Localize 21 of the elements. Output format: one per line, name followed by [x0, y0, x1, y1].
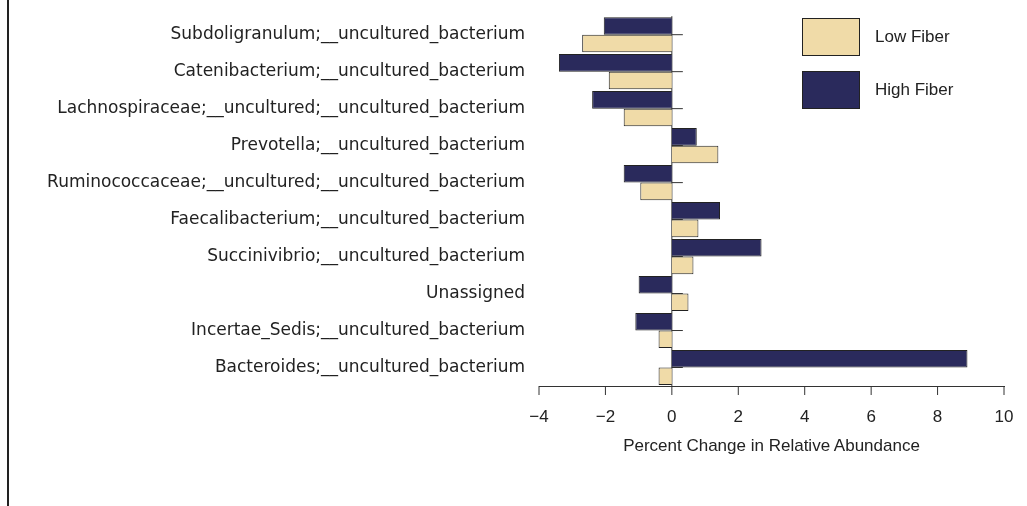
x-tick-label: 8: [932, 406, 943, 426]
y-tick-label: Catenibacterium;__uncultured_bacterium: [173, 60, 525, 82]
x-tick-label: 2: [733, 406, 744, 426]
legend-label: Low Fiber: [875, 27, 950, 47]
x-tick-label: −2: [595, 406, 616, 426]
x-tick-label: −4: [529, 406, 549, 426]
y-tick-label: Bacteroides;__uncultured_bacterium: [214, 355, 525, 377]
y-tick-label: Incertae_Sedis;__uncultured_bacterium: [191, 318, 525, 340]
x-tick-label: 4: [799, 406, 810, 426]
y-tick-label: Subdoligranulum;__uncultured_bacterium: [170, 23, 525, 45]
y-tick-label: Prevotella;__uncultured_bacterium: [230, 134, 525, 156]
y-tick-label: Succinivibrio;__uncultured_bacterium: [207, 244, 525, 266]
y-tick-label: Faecalibacterium;__uncultured_bacterium: [170, 208, 525, 230]
legend-label: High Fiber: [875, 80, 954, 100]
x-tick-label: 6: [866, 406, 876, 426]
y-tick-label: Ruminococcaceae;__uncultured;__uncultured_bacterium: [47, 171, 525, 193]
x-axis-title: Percent Change in Relative Abundance: [623, 436, 920, 456]
y-tick-label: Lachnospiraceae;__uncultured;__uncultured_bacterium: [57, 97, 525, 119]
x-tick-label: 10: [994, 406, 1014, 426]
x-tick-label: 0: [667, 406, 677, 426]
y-tick-label: Unassigned: [426, 281, 525, 302]
